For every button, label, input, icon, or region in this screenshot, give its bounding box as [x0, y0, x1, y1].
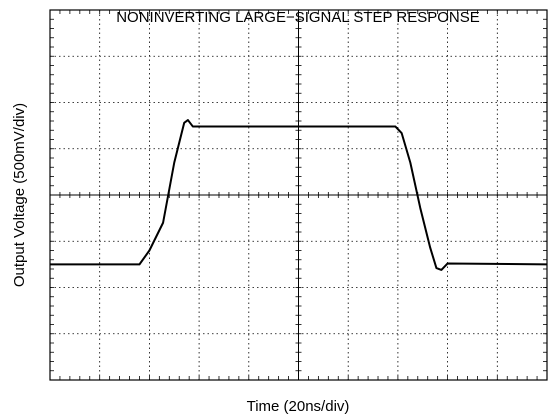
- x-axis-label: Time (20ns/div): [247, 398, 350, 415]
- y-axis-label: Output Voltage (500mV/div): [11, 103, 28, 287]
- trace: [50, 119, 548, 271]
